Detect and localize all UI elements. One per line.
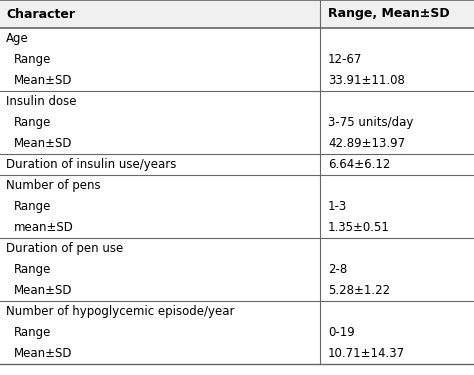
Text: Insulin dose: Insulin dose: [6, 95, 76, 108]
Text: 10.71±14.37: 10.71±14.37: [328, 347, 405, 360]
Text: Mean±SD: Mean±SD: [14, 74, 73, 87]
Bar: [0, 0, 474, 28]
Text: 3-75 units/day: 3-75 units/day: [328, 116, 413, 129]
Text: Character: Character: [6, 8, 75, 21]
Text: 1-3: 1-3: [328, 200, 347, 213]
Text: Range: Range: [14, 53, 51, 66]
Text: Mean±SD: Mean±SD: [14, 347, 73, 360]
Text: 6.64±6.12: 6.64±6.12: [328, 158, 391, 171]
Text: 5.28±1.22: 5.28±1.22: [328, 284, 390, 297]
Text: 33.91±11.08: 33.91±11.08: [328, 74, 405, 87]
Text: Range: Range: [14, 263, 51, 276]
Text: 1.35±0.51: 1.35±0.51: [328, 221, 390, 234]
Text: Duration of pen use: Duration of pen use: [6, 242, 123, 255]
Text: Mean±SD: Mean±SD: [14, 137, 73, 150]
Text: Number of hypoglycemic episode/year: Number of hypoglycemic episode/year: [6, 305, 235, 318]
Text: 2-8: 2-8: [328, 263, 347, 276]
Text: Range: Range: [14, 116, 51, 129]
Text: Duration of insulin use/years: Duration of insulin use/years: [6, 158, 176, 171]
Text: 42.89±13.97: 42.89±13.97: [328, 137, 405, 150]
Text: Mean±SD: Mean±SD: [14, 284, 73, 297]
Text: Number of pens: Number of pens: [6, 179, 100, 192]
Text: mean±SD: mean±SD: [14, 221, 74, 234]
Text: Range: Range: [14, 200, 51, 213]
Text: 12-67: 12-67: [328, 53, 363, 66]
Text: Range, Mean±SD: Range, Mean±SD: [328, 8, 450, 21]
Text: 0-19: 0-19: [328, 326, 355, 339]
Text: Range: Range: [14, 326, 51, 339]
Text: Age: Age: [6, 32, 29, 45]
